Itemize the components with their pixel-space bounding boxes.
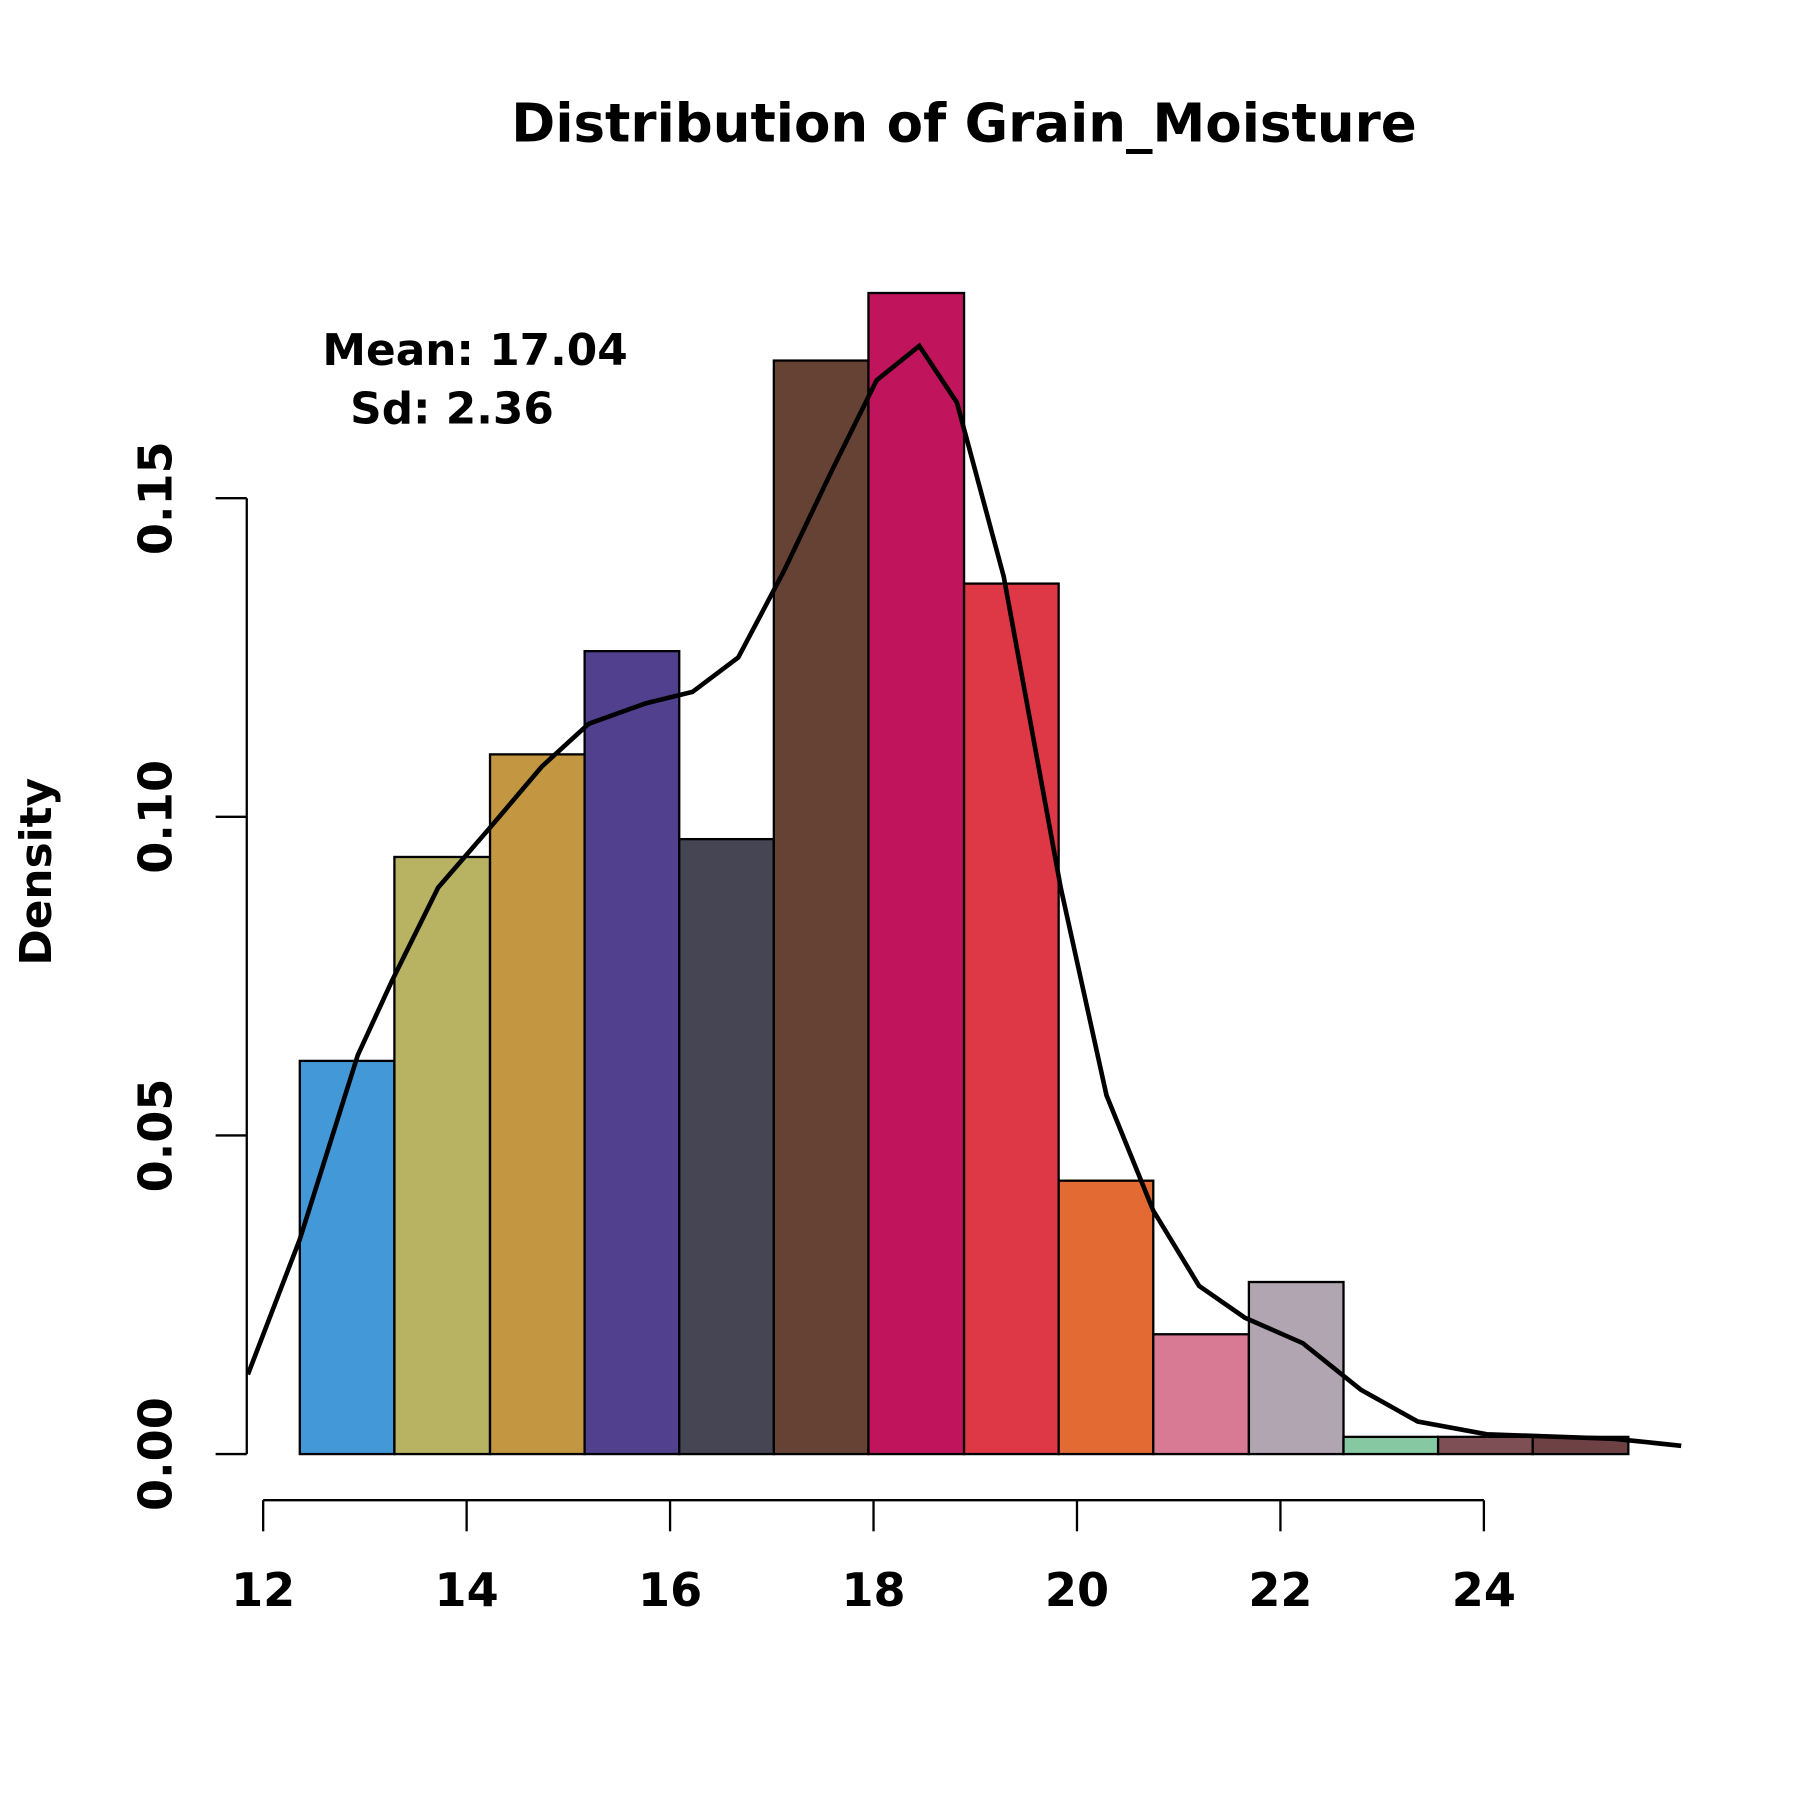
bar bbox=[867, 291, 966, 1456]
bar bbox=[393, 855, 492, 1456]
bar bbox=[1057, 1179, 1155, 1456]
y-axis-label: Density bbox=[11, 778, 62, 966]
density-curve bbox=[245, 342, 1682, 1449]
bar bbox=[1152, 1333, 1251, 1456]
bar bbox=[1247, 1280, 1345, 1456]
bar bbox=[583, 649, 681, 1456]
bar bbox=[298, 1059, 396, 1456]
x-tick-label: 20 bbox=[1045, 1563, 1109, 1617]
x-tick-label: 22 bbox=[1248, 1563, 1312, 1617]
annotation: Sd: 2.36 bbox=[350, 384, 554, 435]
bar bbox=[488, 753, 586, 1456]
x-tick-label: 12 bbox=[231, 1563, 295, 1617]
x-tick-label: 14 bbox=[435, 1563, 499, 1617]
y-tick-label: 0.10 bbox=[129, 760, 183, 874]
x-tick-label: 16 bbox=[638, 1563, 702, 1617]
bar bbox=[962, 582, 1060, 1456]
y-tick-label: 0.15 bbox=[129, 441, 183, 555]
bar bbox=[772, 359, 870, 1456]
y-tick-label: 0.00 bbox=[129, 1397, 183, 1511]
x-tick-label: 18 bbox=[841, 1563, 905, 1617]
bar bbox=[1436, 1435, 1534, 1456]
bar bbox=[678, 837, 775, 1456]
bar bbox=[1342, 1435, 1440, 1456]
chart-title: Distribution of Grain_Moisture bbox=[511, 92, 1416, 154]
annotation: Mean: 17.04 bbox=[322, 325, 627, 376]
y-tick-label: 0.05 bbox=[129, 1079, 183, 1193]
x-tick-label: 24 bbox=[1452, 1563, 1516, 1617]
